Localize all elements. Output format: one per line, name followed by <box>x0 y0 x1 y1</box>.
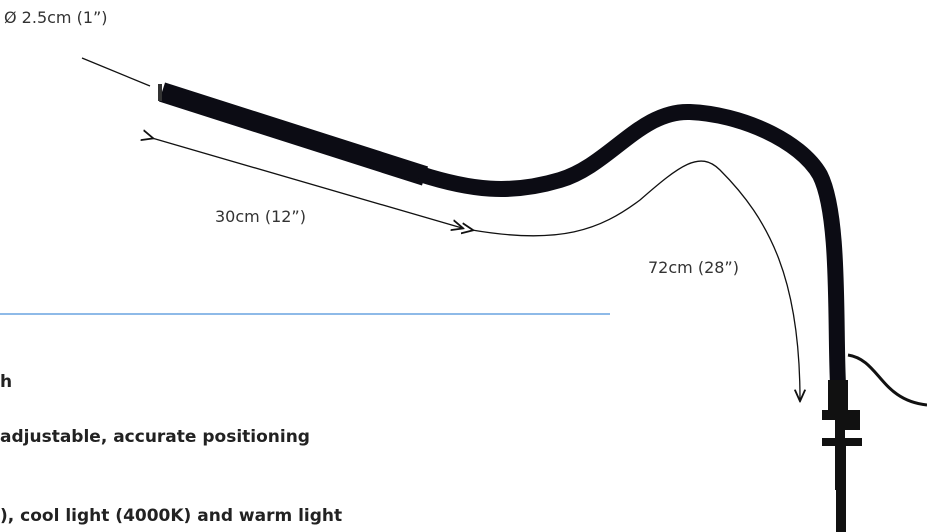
diameter-label: Ø 2.5cm (1”) <box>4 8 108 27</box>
clamp-pad <box>822 438 862 446</box>
dimension-arrow <box>152 138 462 228</box>
gooseneck <box>417 104 846 386</box>
leader-line <box>81 57 151 87</box>
feature-text: ), cool light (4000K) and warm light <box>0 506 343 526</box>
length-label: 30cm (12”) <box>215 207 306 226</box>
dimension-arrow <box>472 160 800 400</box>
feature-text: h <box>0 372 13 392</box>
lamp-head <box>158 82 429 186</box>
cable <box>847 353 927 407</box>
clamp-screw <box>836 446 846 532</box>
clamp-joint <box>828 380 848 410</box>
feature-text: adjustable, accurate positioning <box>0 427 310 447</box>
length-label: 72cm (28”) <box>648 258 739 277</box>
